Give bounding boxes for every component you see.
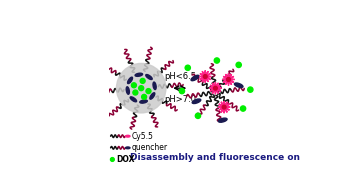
Text: pH>7.0: pH>7.0	[164, 95, 196, 105]
Circle shape	[222, 105, 226, 109]
Ellipse shape	[126, 147, 130, 149]
Circle shape	[110, 158, 114, 161]
Polygon shape	[222, 73, 235, 86]
Ellipse shape	[150, 93, 155, 99]
Circle shape	[140, 78, 145, 83]
Ellipse shape	[135, 73, 143, 76]
Ellipse shape	[234, 83, 243, 88]
Text: DOX: DOX	[116, 155, 135, 164]
Circle shape	[203, 75, 207, 78]
Ellipse shape	[191, 75, 199, 81]
Circle shape	[240, 106, 246, 111]
Polygon shape	[209, 82, 222, 94]
Circle shape	[236, 62, 241, 67]
Ellipse shape	[140, 100, 147, 103]
Circle shape	[116, 64, 166, 113]
Ellipse shape	[126, 87, 129, 94]
Polygon shape	[199, 70, 211, 83]
Ellipse shape	[192, 99, 201, 104]
Circle shape	[142, 94, 147, 99]
Ellipse shape	[130, 97, 137, 102]
Ellipse shape	[153, 82, 156, 90]
Ellipse shape	[146, 74, 152, 80]
Circle shape	[248, 87, 253, 92]
Circle shape	[214, 58, 219, 63]
Circle shape	[179, 88, 185, 94]
Ellipse shape	[126, 135, 130, 137]
Circle shape	[133, 90, 138, 95]
Circle shape	[146, 89, 151, 94]
Text: pH<6.5: pH<6.5	[164, 72, 196, 81]
Circle shape	[185, 65, 190, 70]
Text: quencher: quencher	[132, 143, 168, 152]
Circle shape	[213, 86, 217, 90]
Polygon shape	[218, 101, 230, 113]
Circle shape	[139, 86, 144, 91]
Ellipse shape	[218, 118, 227, 122]
Ellipse shape	[127, 77, 132, 84]
Circle shape	[131, 83, 136, 88]
Text: Disassembly and fluorescence on: Disassembly and fluorescence on	[130, 153, 300, 162]
Text: Cy5.5: Cy5.5	[132, 132, 154, 141]
Circle shape	[226, 77, 230, 81]
Circle shape	[195, 113, 201, 119]
